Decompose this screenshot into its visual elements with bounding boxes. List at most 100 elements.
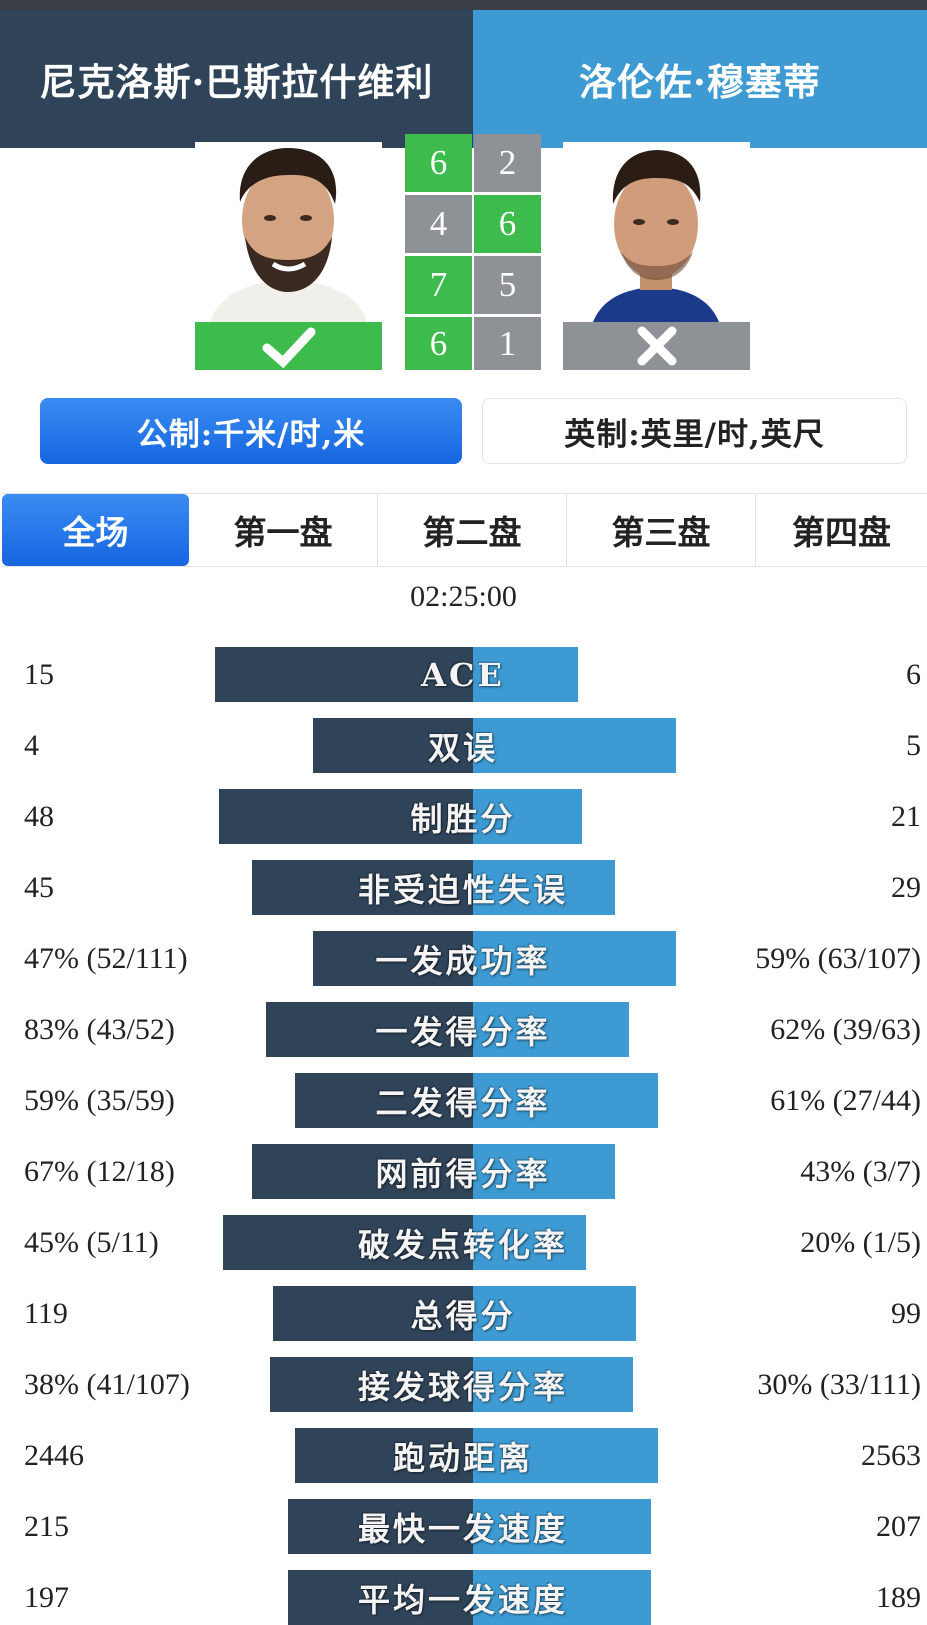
set1-left-score: 6 (405, 134, 472, 192)
stat-value-right: 21 (891, 799, 921, 833)
stat-label: 双误 (427, 728, 498, 767)
tab-set-3[interactable]: 第三盘 (567, 494, 756, 566)
stat-row-return-points: 38% (41/107) 接发球得分率 30% (33/111) (0, 1357, 927, 1412)
stat-label: 制胜分 (410, 799, 516, 838)
stat-value-right: 30% (33/111) (757, 1367, 921, 1401)
stat-value-left: 47% (52/111) (24, 941, 188, 975)
set4-right-score: 1 (474, 317, 541, 370)
stat-bar-right (473, 1357, 633, 1412)
stat-bar-right (473, 1215, 586, 1270)
stat-row-break-points: 45% (5/11) 破发点转化率 20% (1/5) (0, 1215, 927, 1270)
stat-row-winners: 48 制胜分 21 (0, 789, 927, 844)
stat-bar-left (223, 1215, 473, 1270)
stat-value-left: 67% (12/18) (24, 1154, 175, 1188)
stat-bar-left (270, 1357, 473, 1412)
stat-row-fastest-serve: 215 最快一发速度 207 (0, 1499, 927, 1554)
stat-value-left: 119 (24, 1296, 68, 1330)
player-right-photo (563, 142, 750, 322)
stat-row-first-serve-in: 47% (52/111) 一发成功率 59% (63/107) (0, 931, 927, 986)
stat-bar-left (273, 1286, 473, 1341)
top-status-strip (0, 0, 927, 10)
stat-bar-left (266, 1002, 473, 1057)
player-left-photo (195, 142, 382, 322)
set3-right-score: 5 (474, 256, 541, 314)
check-icon (262, 327, 315, 368)
stat-row-ace: 15 ACE 6 (0, 647, 927, 702)
stat-row-distance: 2446 跑动距离 2563 (0, 1428, 927, 1483)
stat-value-right: 43% (3/7) (800, 1154, 921, 1188)
stat-label: 最快一发速度 (357, 1509, 568, 1548)
stat-value-left: 215 (24, 1509, 69, 1543)
stat-bar-right (473, 1073, 658, 1128)
set2-left-score: 4 (405, 195, 472, 253)
set3-left-score: 7 (405, 256, 472, 314)
stat-value-left: 4 (24, 728, 39, 762)
stat-bar-right (473, 860, 615, 915)
stat-value-right: 20% (1/5) (800, 1225, 921, 1259)
stat-label: 破发点转化率 (357, 1225, 568, 1264)
stat-value-right: 29 (891, 870, 921, 904)
stat-bar-right (473, 718, 676, 773)
stat-row-first-serve-won: 83% (43/52) 一发得分率 62% (39/63) (0, 1002, 927, 1057)
tab-set-2[interactable]: 第二盘 (378, 494, 567, 566)
player-left-name: 尼克洛斯·巴斯拉什维利 (0, 10, 473, 148)
tab-set-1[interactable]: 第一盘 (189, 494, 378, 566)
set2-right-score: 6 (474, 195, 541, 253)
player-left-result (195, 322, 382, 370)
stat-bar-right (473, 1286, 636, 1341)
stat-bar-right (473, 1144, 615, 1199)
stat-label: 总得分 (410, 1296, 516, 1335)
stat-bar-right (473, 789, 582, 844)
stat-bar-left (252, 860, 473, 915)
stat-bar-left (288, 1499, 473, 1554)
stat-bar-left (252, 1144, 473, 1199)
stat-value-right: 189 (876, 1580, 921, 1614)
stat-row-avg-first-serve: 197 平均一发速度 189 (0, 1570, 927, 1625)
stat-label: 接发球得分率 (357, 1367, 568, 1406)
stat-row-total-points: 119 总得分 99 (0, 1286, 927, 1341)
stat-bar-left (219, 789, 473, 844)
stat-bar-right (473, 647, 578, 702)
stat-row-net-points: 67% (12/18) 网前得分率 43% (3/7) (0, 1144, 927, 1199)
stat-label: 平均一发速度 (357, 1580, 568, 1619)
set-tabs: 全场 第一盘 第二盘 第三盘 第四盘 (2, 493, 927, 567)
player-right-result (563, 322, 750, 370)
stat-bar-left (215, 647, 473, 702)
cross-icon (637, 326, 676, 366)
stat-label: ACE (421, 655, 505, 694)
stat-bar-right (473, 1499, 651, 1554)
stat-value-right: 6 (906, 657, 921, 691)
stat-value-left: 83% (43/52) (24, 1012, 175, 1046)
stat-bar-right (473, 931, 676, 986)
set4-left-score: 6 (405, 317, 472, 370)
metric-units-button[interactable]: 公制:千米/时,米 (40, 398, 462, 464)
stat-bar-left (313, 931, 473, 986)
stat-label: 一发得分率 (375, 1012, 551, 1051)
stat-value-right: 59% (63/107) (755, 941, 921, 975)
stat-value-left: 45 (24, 870, 54, 904)
stat-value-right: 62% (39/63) (770, 1012, 921, 1046)
stat-value-left: 2446 (24, 1438, 84, 1472)
stat-bar-left (295, 1073, 473, 1128)
stat-label: 一发成功率 (375, 941, 551, 980)
stat-value-left: 48 (24, 799, 54, 833)
stat-row-unforced-errors: 45 非受迫性失误 29 (0, 860, 927, 915)
stat-value-right: 2563 (861, 1438, 921, 1472)
stat-bar-right (473, 1002, 629, 1057)
stat-value-right: 61% (27/44) (770, 1083, 921, 1117)
stat-value-right: 207 (876, 1509, 921, 1543)
stat-label: 二发得分率 (375, 1083, 551, 1122)
stat-value-right: 99 (891, 1296, 921, 1330)
stat-value-left: 45% (5/11) (24, 1225, 159, 1259)
tab-set-4[interactable]: 第四盘 (792, 513, 891, 552)
stat-value-left: 59% (35/59) (24, 1083, 175, 1117)
stat-label: 非受迫性失误 (357, 870, 568, 909)
set1-right-score: 2 (474, 134, 541, 192)
stat-bar-left (295, 1428, 473, 1483)
stat-label: 跑动距离 (392, 1438, 533, 1477)
stat-label: 网前得分率 (375, 1154, 551, 1193)
tab-full-match[interactable]: 全场 (2, 494, 189, 566)
imperial-units-button[interactable]: 英制:英里/时,英尺 (482, 398, 907, 464)
stat-value-right: 5 (906, 728, 921, 762)
stat-bar-right (473, 1428, 658, 1483)
